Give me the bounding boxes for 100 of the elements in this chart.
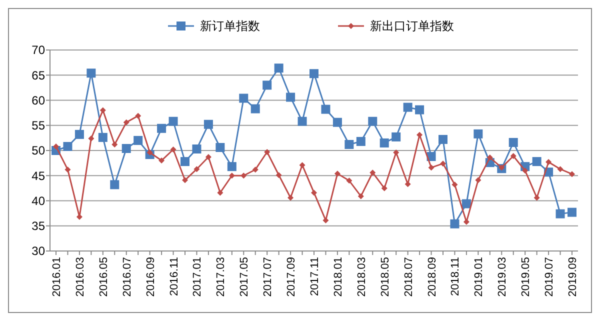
point	[474, 129, 483, 138]
x-tick-label: 2019.01	[473, 257, 486, 297]
point	[415, 105, 424, 114]
x-tick-label: 2018.11	[450, 257, 462, 296]
point	[522, 168, 528, 174]
point	[217, 190, 224, 196]
point	[556, 209, 565, 218]
x-tick-label: 2018.01	[332, 257, 344, 297]
point	[110, 180, 120, 190]
x-tick-label: 2017.09	[286, 257, 298, 297]
point	[344, 140, 354, 149]
y-tick-label: 60	[32, 93, 46, 108]
point	[205, 154, 212, 160]
point	[475, 177, 482, 184]
point	[380, 138, 389, 148]
point	[438, 134, 448, 144]
x-tick-label: 2019.09	[567, 257, 579, 297]
point	[227, 162, 236, 172]
point	[53, 143, 59, 150]
x-tick-label: 2019.07	[544, 257, 556, 297]
point	[532, 157, 542, 166]
point	[252, 166, 258, 173]
point	[334, 170, 340, 177]
point	[416, 132, 423, 138]
point	[228, 172, 235, 179]
x-tick-label: 2019.05	[520, 257, 532, 297]
y-tick-label: 65	[32, 68, 46, 82]
x-tick-label: 2018.03	[356, 257, 368, 297]
point	[392, 132, 401, 142]
point	[157, 124, 166, 133]
point	[370, 170, 376, 176]
point	[322, 217, 329, 224]
point	[262, 80, 272, 90]
x-tick-label: 2017.11	[309, 257, 321, 296]
point	[204, 120, 213, 129]
point	[182, 177, 188, 184]
point	[168, 116, 178, 126]
point	[311, 190, 317, 196]
point	[368, 116, 378, 126]
point	[569, 171, 575, 178]
point	[180, 157, 190, 166]
point	[568, 208, 576, 217]
point	[170, 146, 176, 152]
x-tick-label: 2018.05	[379, 257, 392, 297]
point	[123, 119, 130, 126]
point	[381, 185, 388, 192]
y-tick-label: 35	[32, 219, 46, 234]
point	[463, 218, 470, 225]
legend-label: 新订单指数	[200, 19, 260, 34]
point	[135, 112, 142, 119]
point	[299, 162, 306, 168]
point	[86, 68, 96, 78]
point	[510, 153, 516, 160]
point	[264, 149, 270, 156]
point	[486, 154, 493, 161]
x-tick-label: 2016.03	[74, 257, 86, 297]
x-tick-label: 2019.03	[496, 257, 509, 297]
x-tick-label: 2018.07	[402, 257, 415, 297]
point	[216, 142, 225, 152]
point	[346, 178, 352, 184]
point	[274, 64, 284, 73]
x-tick-label: 2018.09	[426, 257, 438, 297]
point	[194, 166, 200, 172]
point	[288, 194, 294, 201]
point	[239, 94, 248, 103]
legend-label: 新出口订单指数	[370, 19, 454, 34]
point	[146, 150, 153, 156]
point	[452, 182, 458, 188]
y-tick-label: 70	[32, 43, 46, 58]
point	[192, 144, 202, 154]
point	[404, 181, 411, 188]
x-tick-label: 2017.01	[192, 257, 204, 297]
point	[298, 116, 307, 126]
y-tick-label: 40	[32, 194, 46, 208]
point	[276, 172, 282, 178]
x-tick-label: 2016.05	[98, 257, 110, 297]
x-tick-label: 2017.05	[238, 257, 251, 297]
point	[546, 159, 552, 166]
x-tick-label: 2016.09	[144, 257, 157, 297]
x-tick-label: 2017.07	[262, 257, 274, 297]
point	[98, 132, 108, 142]
x-tick-label: 2017.03	[215, 257, 228, 297]
y-tick-label: 50	[32, 144, 46, 158]
point	[428, 164, 434, 171]
point	[450, 219, 460, 228]
point	[240, 172, 247, 179]
point	[64, 166, 71, 173]
x-tick-label: 2016.11	[168, 257, 180, 296]
point	[100, 107, 106, 114]
point	[158, 158, 165, 164]
point	[498, 164, 505, 171]
point	[112, 141, 118, 148]
point	[393, 150, 400, 156]
point	[557, 166, 564, 172]
point	[122, 144, 131, 153]
x-tick-label: 2016.01	[51, 257, 63, 297]
point	[358, 193, 364, 200]
point	[440, 160, 446, 167]
point	[356, 136, 366, 146]
point	[321, 104, 330, 114]
